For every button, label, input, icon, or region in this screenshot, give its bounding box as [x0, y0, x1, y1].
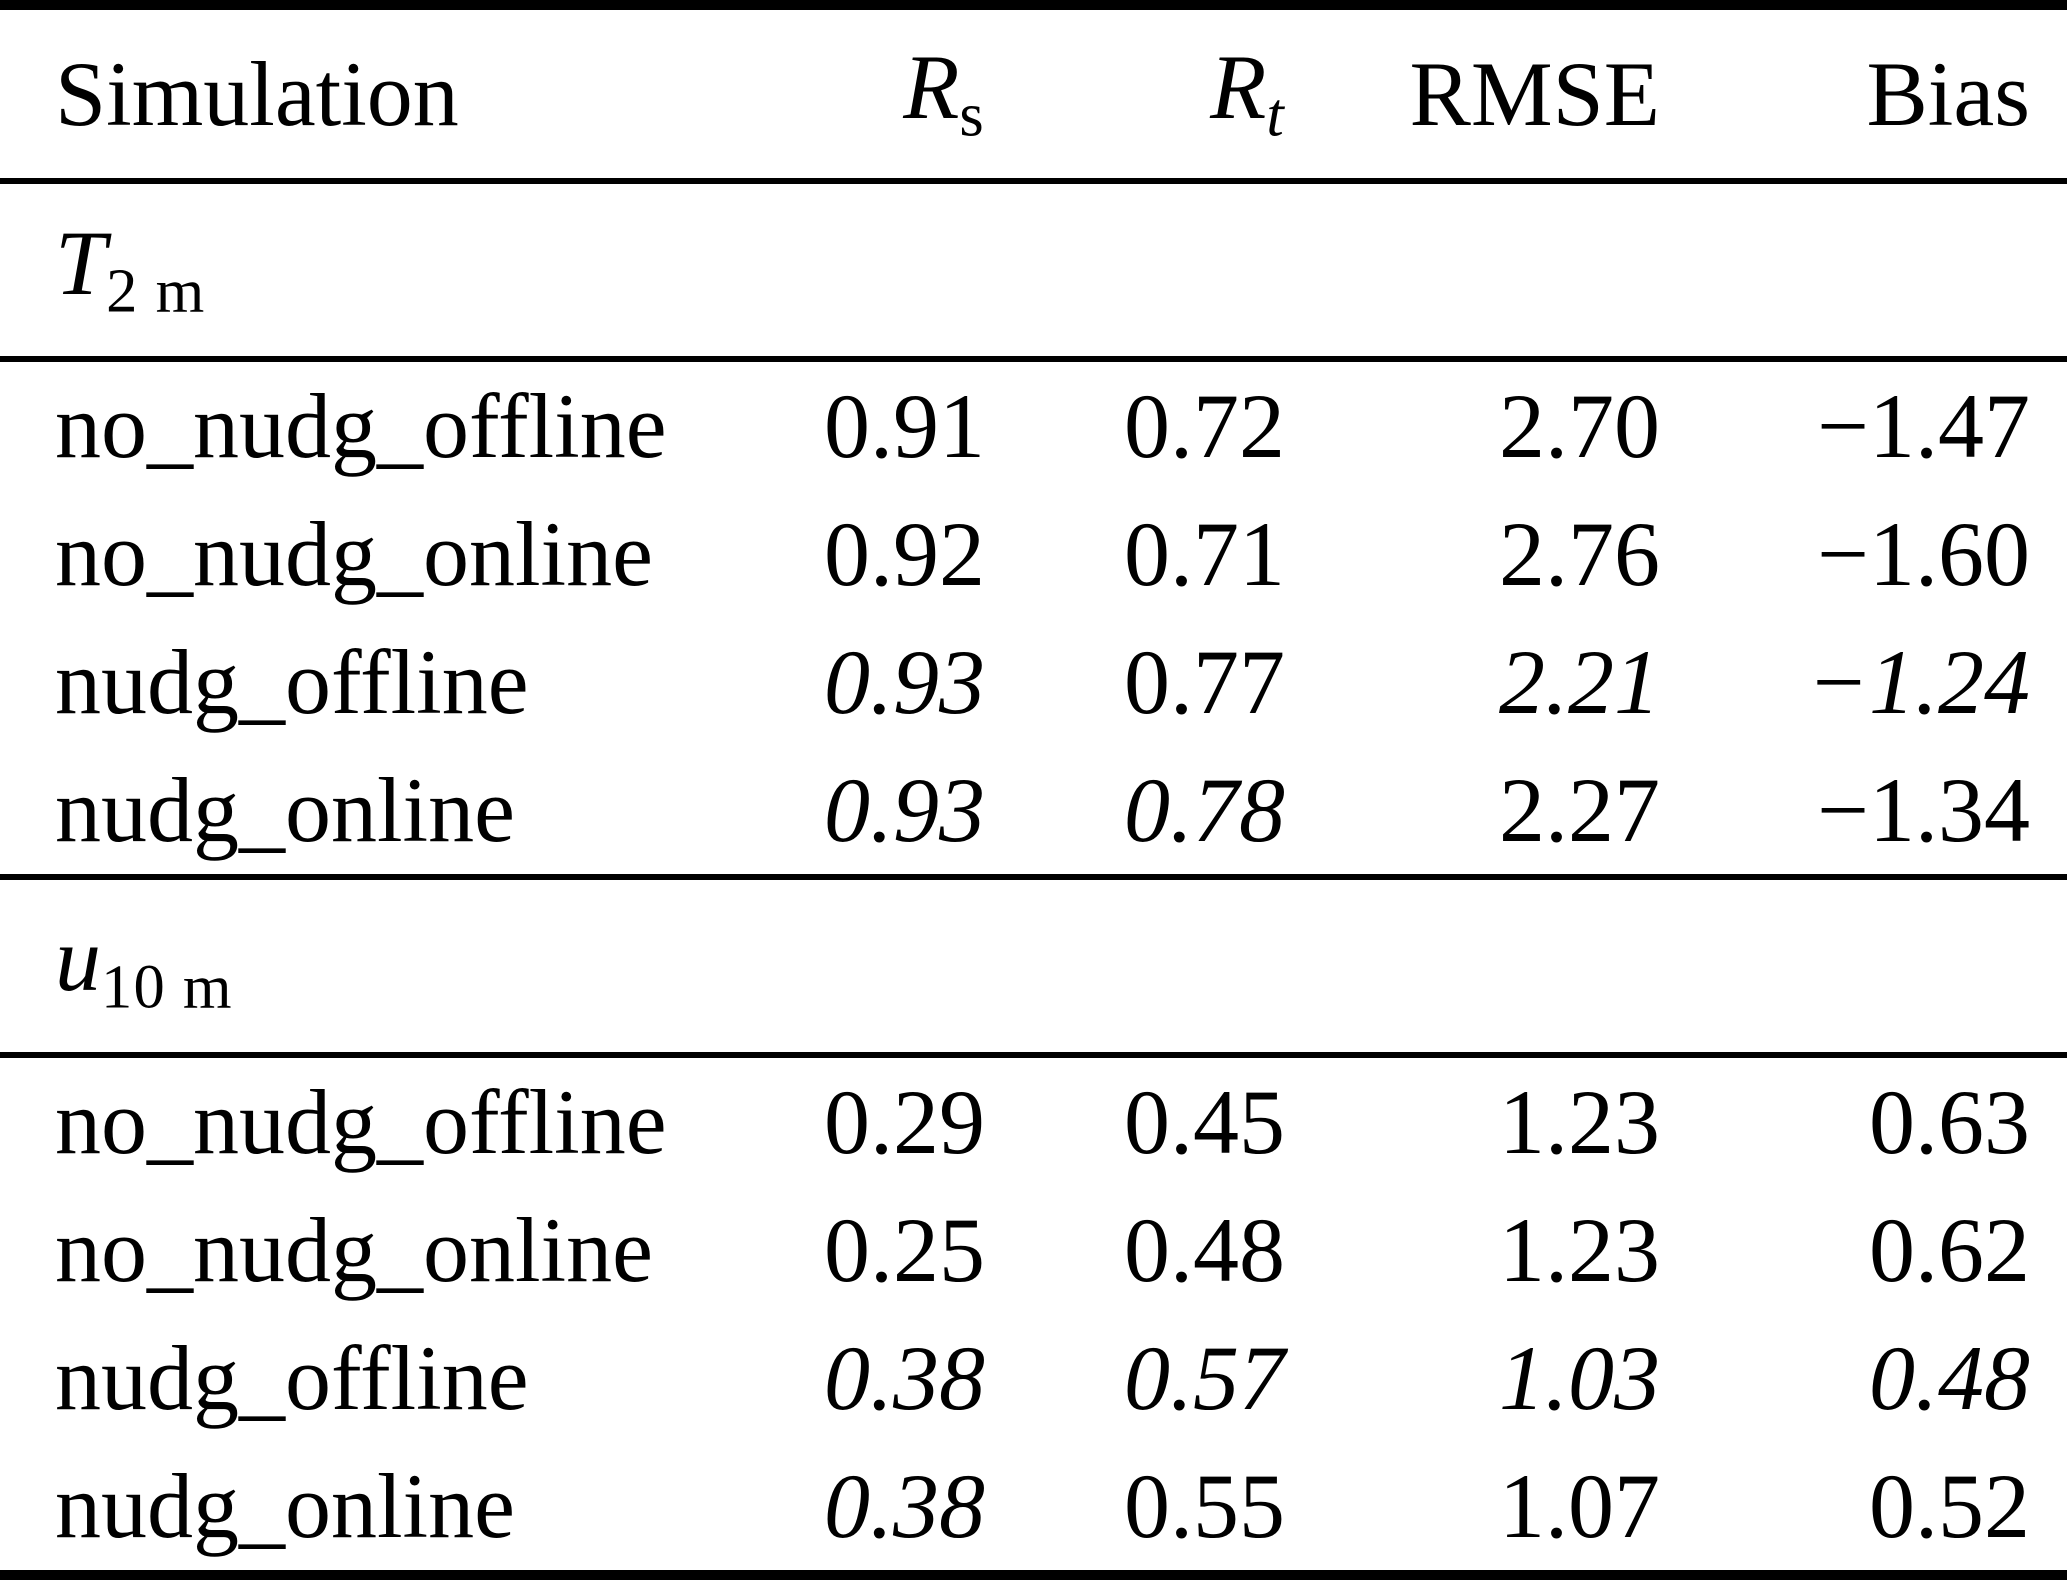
table-header-row: Simulation Rs Rt RMSE Bias [0, 10, 2067, 178]
value-cell: 0.55 [1124, 1455, 1285, 1557]
value-cell: 2.27 [1499, 759, 1660, 861]
table-bottom-rule [0, 1570, 2067, 1580]
simulation-name: nudg_online [55, 759, 515, 861]
value-cell: 0.29 [824, 1071, 985, 1173]
table-row: no_nudg_offline 0.29 0.45 1.23 0.63 [0, 1058, 2067, 1186]
value-cell: 0.93 [824, 759, 985, 861]
u10m-rows-group: no_nudg_offline 0.29 0.45 1.23 0.63 no_nudg_o… [0, 1058, 2067, 1570]
t2m-rows-group: no_nudg_offline 0.91 0.72 2.70 −1.47 no_nudg_… [0, 362, 2067, 874]
value-cell: 2.76 [1499, 503, 1660, 605]
rt-subscript: t [1266, 79, 1285, 150]
value-cell: 2.21 [1499, 631, 1660, 733]
table-row: no_nudg_online 0.25 0.48 1.23 0.62 [0, 1186, 2067, 1314]
simulation-name: no_nudg_online [55, 503, 653, 605]
value-cell: 0.52 [1869, 1455, 2030, 1557]
value-cell: 0.92 [824, 503, 985, 605]
value-cell: 2.70 [1499, 375, 1660, 477]
value-cell: 1.23 [1499, 1071, 1660, 1173]
rs-symbol: R [903, 36, 960, 139]
table-row: nudg_offline 0.38 0.57 1.03 0.48 [0, 1314, 2067, 1442]
column-header-bias: Bias [1866, 43, 2030, 145]
value-cell: −1.60 [1817, 503, 2030, 605]
column-header-rt: Rt [985, 41, 1285, 146]
value-cell: 1.03 [1499, 1327, 1660, 1429]
u10m-subscript: 10 m [101, 951, 233, 1022]
value-cell: 0.38 [824, 1327, 985, 1429]
section-separator-rule [0, 1052, 2067, 1058]
section-header-t2m: T2 m [0, 184, 2067, 356]
value-cell: 0.45 [1124, 1071, 1285, 1173]
section-separator-rule [0, 356, 2067, 362]
value-cell: 0.62 [1869, 1199, 2030, 1301]
t2m-symbol: T [55, 212, 107, 315]
section-symbol: T2 m [55, 217, 655, 322]
rs-subscript: s [959, 79, 985, 150]
value-cell: 0.91 [824, 375, 985, 477]
section-symbol: u10 m [55, 913, 655, 1018]
value-cell: 0.25 [824, 1199, 985, 1301]
simulation-name: no_nudg_online [55, 1199, 653, 1301]
simulation-name: no_nudg_offline [55, 375, 667, 477]
table-row: nudg_offline 0.93 0.77 2.21 −1.24 [0, 618, 2067, 746]
value-cell: 1.23 [1499, 1199, 1660, 1301]
value-cell: −1.34 [1817, 759, 2030, 861]
value-cell: 1.07 [1499, 1455, 1660, 1557]
value-cell: 0.71 [1124, 503, 1285, 605]
value-cell: −1.47 [1817, 375, 2030, 477]
column-header-simulation: Simulation [55, 43, 459, 145]
simulation-name: no_nudg_offline [55, 1071, 667, 1173]
value-cell: 0.77 [1124, 631, 1285, 733]
rt-symbol: R [1210, 36, 1267, 139]
column-header-rs: Rs [655, 41, 985, 146]
value-cell: −1.24 [1806, 631, 2030, 733]
table-row: no_nudg_online 0.92 0.71 2.76 −1.60 [0, 490, 2067, 618]
value-cell: 0.72 [1124, 375, 1285, 477]
value-cell: 0.48 [1124, 1199, 1285, 1301]
value-cell: 0.78 [1124, 759, 1285, 861]
simulation-name: nudg_offline [55, 1327, 529, 1429]
table-row: nudg_online 0.38 0.55 1.07 0.52 [0, 1442, 2067, 1570]
value-cell: 0.57 [1124, 1327, 1285, 1429]
t2m-subscript: 2 m [106, 255, 206, 326]
value-cell: 0.48 [1869, 1327, 2030, 1429]
table-row: nudg_online 0.93 0.78 2.27 −1.34 [0, 746, 2067, 874]
section-header-u10m: u10 m [0, 880, 2067, 1052]
column-header-rmse: RMSE [1409, 43, 1660, 145]
simulation-name: nudg_online [55, 1455, 515, 1557]
u10m-symbol: u [55, 908, 101, 1011]
value-cell: 0.63 [1869, 1071, 2030, 1173]
table-row: no_nudg_offline 0.91 0.72 2.70 −1.47 [0, 362, 2067, 490]
table-top-rule [0, 0, 2067, 10]
section-separator-rule [0, 874, 2067, 880]
value-cell: 0.38 [824, 1455, 985, 1557]
header-separator-rule [0, 178, 2067, 184]
simulation-name: nudg_offline [55, 631, 529, 733]
value-cell: 0.93 [824, 631, 985, 733]
